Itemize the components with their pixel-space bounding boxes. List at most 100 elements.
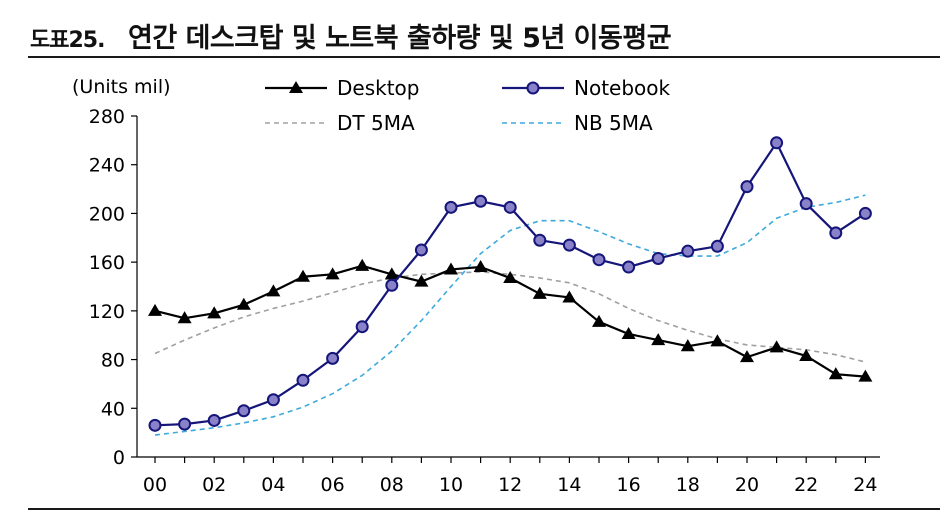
chart-header: 도표25. 연간 데스크탑 및 노트북 출하량 및 5년 이동평균 (0, 0, 940, 60)
data-point-notebook (355, 320, 369, 334)
series-line-notebook (154, 141, 867, 427)
data-point-desktop (177, 311, 192, 324)
data-point-notebook (858, 206, 872, 220)
data-point-desktop (769, 340, 784, 353)
data-point-desktop (592, 314, 606, 327)
series-line-dt-5ma (154, 271, 866, 363)
data-point-desktop (325, 267, 340, 280)
y-axis-unit-label: (Units mil) (72, 76, 171, 98)
data-point-notebook (533, 233, 547, 247)
data-point-notebook (740, 180, 754, 194)
x-axis-ticks: 00 02 04 06 08 10 12 14 16 18 20 22 24 (143, 457, 877, 496)
data-point-notebook (326, 351, 340, 365)
data-point-notebook (266, 393, 280, 407)
data-point-notebook (474, 194, 488, 208)
series-notebook (148, 136, 872, 432)
data-point-notebook (651, 251, 665, 265)
legend-swatch-marker (289, 81, 303, 94)
y-tick-label: 0 (113, 447, 125, 469)
axes (136, 116, 880, 458)
data-point-notebook (622, 260, 636, 274)
series-layer (148, 136, 873, 436)
data-point-desktop (828, 367, 843, 380)
data-point-desktop (148, 303, 162, 316)
data-point-desktop (384, 267, 399, 280)
legend-swatch-marker (526, 81, 540, 95)
x-tick-label: 14 (557, 474, 581, 496)
x-tick-label: 24 (853, 474, 877, 496)
y-tick-label: 200 (89, 203, 125, 225)
y-tick-label: 80 (101, 350, 125, 372)
data-point-notebook (770, 136, 784, 150)
data-point-desktop (799, 348, 814, 361)
data-point-desktop (503, 270, 518, 284)
x-tick-label: 10 (439, 474, 463, 496)
y-tick-label: 40 (101, 398, 125, 420)
data-point-desktop (740, 350, 754, 363)
data-point-desktop (207, 306, 222, 319)
legend: Desktop Notebook DT 5MA NB 5MA (265, 76, 671, 135)
y-tick-label: 240 (89, 155, 125, 177)
data-point-notebook (296, 373, 310, 387)
data-point-notebook (178, 417, 192, 431)
data-point-desktop (680, 339, 695, 352)
title-underline (28, 56, 940, 58)
y-tick-label: 280 (89, 106, 125, 128)
data-point-desktop (532, 286, 547, 299)
x-tick-label: 22 (794, 474, 818, 496)
legend-entry-desktop: Desktop (265, 76, 419, 100)
y-tick-label: 120 (89, 301, 125, 323)
figure-label: 도표25. (30, 28, 105, 53)
data-point-notebook (562, 238, 576, 252)
data-point-notebook (414, 243, 428, 257)
x-tick-label: 08 (380, 474, 404, 496)
data-point-desktop (858, 369, 873, 382)
data-point-desktop (562, 290, 577, 303)
x-tick-label: 18 (676, 474, 700, 496)
data-point-desktop (651, 333, 666, 346)
data-point-desktop (355, 258, 370, 271)
legend-entry-dt-5ma: DT 5MA (265, 111, 415, 135)
legend-label: DT 5MA (337, 111, 415, 135)
data-point-desktop (710, 334, 725, 347)
data-point-notebook (710, 239, 724, 253)
x-tick-label: 12 (498, 474, 522, 496)
data-point-notebook (829, 226, 843, 240)
legend-label: Desktop (337, 76, 419, 100)
legend-label: NB 5MA (574, 111, 653, 135)
x-tick-label: 16 (617, 474, 641, 496)
data-point-desktop (444, 262, 458, 275)
x-tick-label: 06 (321, 474, 345, 496)
data-point-desktop (473, 260, 488, 273)
data-point-desktop (414, 274, 429, 287)
data-point-desktop (296, 269, 310, 282)
data-point-notebook (681, 244, 695, 258)
x-tick-label: 20 (735, 474, 759, 496)
legend-entry-notebook: Notebook (502, 76, 671, 100)
x-tick-label: 02 (202, 474, 226, 496)
footer-rule (28, 508, 940, 510)
y-tick-label: 160 (89, 252, 125, 274)
data-point-desktop (621, 326, 636, 340)
legend-entry-nb-5ma: NB 5MA (502, 111, 653, 135)
series-nb-5ma (154, 194, 866, 436)
data-point-desktop (266, 284, 281, 297)
legend-label: Notebook (574, 76, 671, 100)
data-point-desktop (236, 297, 251, 310)
chart-title: 연간 데스크탑 및 노트북 출하량 및 5년 이동평균 (128, 23, 672, 54)
data-point-notebook (385, 278, 399, 292)
data-point-notebook (503, 200, 517, 214)
data-point-notebook (799, 197, 813, 211)
x-tick-label: 04 (261, 474, 285, 496)
data-point-notebook (592, 253, 606, 267)
data-point-notebook (237, 404, 251, 418)
series-dt-5ma (154, 271, 866, 363)
data-point-notebook (148, 418, 162, 432)
y-axis-ticks: 0 40 80 120 160 200 240 280 (89, 106, 137, 469)
data-point-notebook (444, 200, 458, 214)
x-tick-label: 00 (143, 474, 167, 496)
data-point-notebook (207, 413, 221, 427)
series-desktop (148, 258, 873, 382)
series-line-nb-5ma (154, 194, 866, 436)
